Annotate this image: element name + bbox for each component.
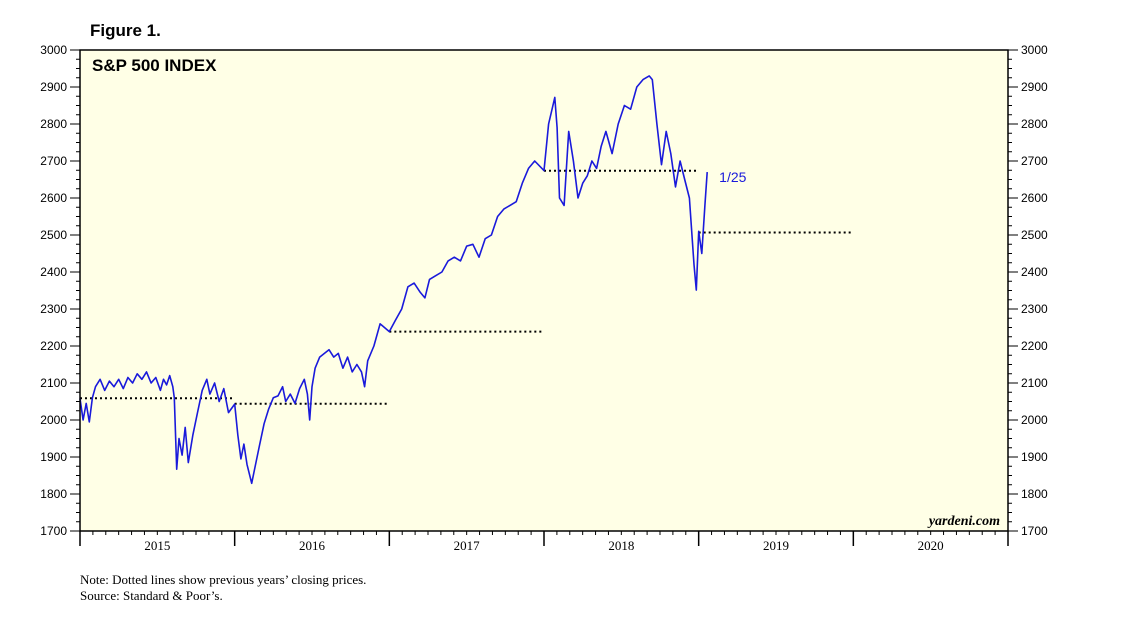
x-axis: 2015 2016 2017 2018 2019 2020 — [79, 531, 1009, 553]
y-tick-label-left: 2900 — [40, 80, 67, 94]
y-tick-label-right: 2300 — [1021, 302, 1048, 316]
y-tick-label-left: 2600 — [40, 191, 67, 205]
x-tick-label: 2015 — [144, 538, 170, 553]
figure-label: Figure 1. — [90, 21, 161, 40]
y-tick-label-left: 3000 — [40, 43, 67, 57]
y-axis-left: 1700 1800 1900 2000 2100 2200 2300 2400 2500 2600… — [40, 43, 80, 538]
y-tick-label-right: 2600 — [1021, 191, 1048, 205]
y-tick-label-left: 2800 — [40, 117, 67, 131]
y-tick-label-right: 2800 — [1021, 117, 1048, 131]
watermark: yardeni.com — [927, 514, 1000, 529]
x-tick-label: 2017 — [454, 538, 481, 553]
last-date-annotation: 1/25 — [719, 169, 746, 185]
y-tick-label-right: 2400 — [1021, 265, 1048, 279]
x-tick-label: 2016 — [299, 538, 326, 553]
note-text: Note: Dotted lines show previous years’ … — [80, 572, 366, 587]
series-line — [79, 75, 708, 485]
reference-lines — [80, 169, 854, 405]
y-tick-label-left: 2100 — [40, 376, 67, 390]
y-tick-label-left: 1700 — [40, 524, 67, 538]
y-tick-label-right: 2000 — [1021, 413, 1048, 427]
y-tick-label-right: 1700 — [1021, 524, 1048, 538]
y-tick-label-right: 1900 — [1021, 450, 1048, 464]
x-tick-label: 2020 — [918, 538, 944, 553]
y-tick-label-right: 2900 — [1021, 80, 1048, 94]
y-tick-label-right: 2700 — [1021, 154, 1048, 168]
y-tick-label-right: 1800 — [1021, 487, 1048, 501]
plot-frame — [79, 49, 1009, 532]
y-tick-label-left: 1800 — [40, 487, 67, 501]
y-tick-label-right: 2500 — [1021, 228, 1048, 242]
chart-title: S&P 500 INDEX — [92, 56, 217, 75]
y-tick-label-right: 2200 — [1021, 339, 1048, 353]
x-tick-label: 2019 — [763, 538, 789, 553]
plot-area — [80, 50, 1008, 531]
source-text: Source: Standard & Poor’s. — [80, 588, 223, 603]
y-tick-label-left: 2300 — [40, 302, 67, 316]
y-tick-label-left: 1900 — [40, 450, 67, 464]
y-tick-label-left: 2700 — [40, 154, 67, 168]
y-tick-label-left: 2000 — [40, 413, 67, 427]
y-tick-label-left: 2200 — [40, 339, 67, 353]
y-tick-label-right: 2100 — [1021, 376, 1048, 390]
y-tick-label-left: 2400 — [40, 265, 67, 279]
x-tick-label: 2018 — [608, 538, 634, 553]
series-layer — [79, 75, 708, 485]
y-axis-right: 1700 1800 1900 2000 2100 2200 2300 2400 2500 2600… — [1008, 43, 1048, 538]
y-tick-label-left: 2500 — [40, 228, 67, 242]
y-tick-label-right: 3000 — [1021, 43, 1048, 57]
